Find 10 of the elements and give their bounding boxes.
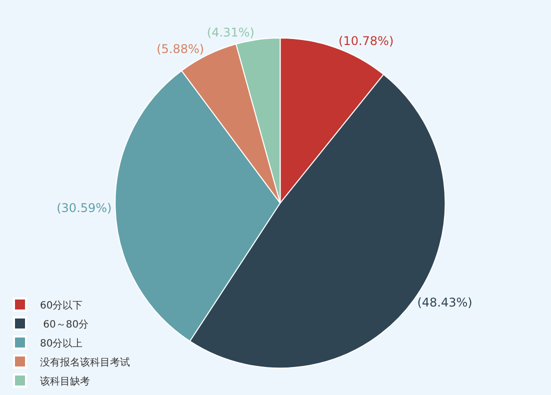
data-label: (30.59%)	[56, 201, 112, 216]
legend-label: 没有报名该科目考试	[40, 356, 130, 368]
legend-label: 80分以上	[40, 337, 83, 350]
data-label: (10.78%)	[338, 34, 394, 48]
legend-label: 该科目缺考	[40, 375, 90, 388]
legend-label: 60分以下	[40, 299, 83, 312]
data-label: (5.88%)	[156, 42, 204, 56]
legend-label: 60～80分	[40, 318, 89, 330]
data-label: (4.31%)	[206, 26, 254, 40]
data-label: (48.43%)	[417, 295, 472, 310]
